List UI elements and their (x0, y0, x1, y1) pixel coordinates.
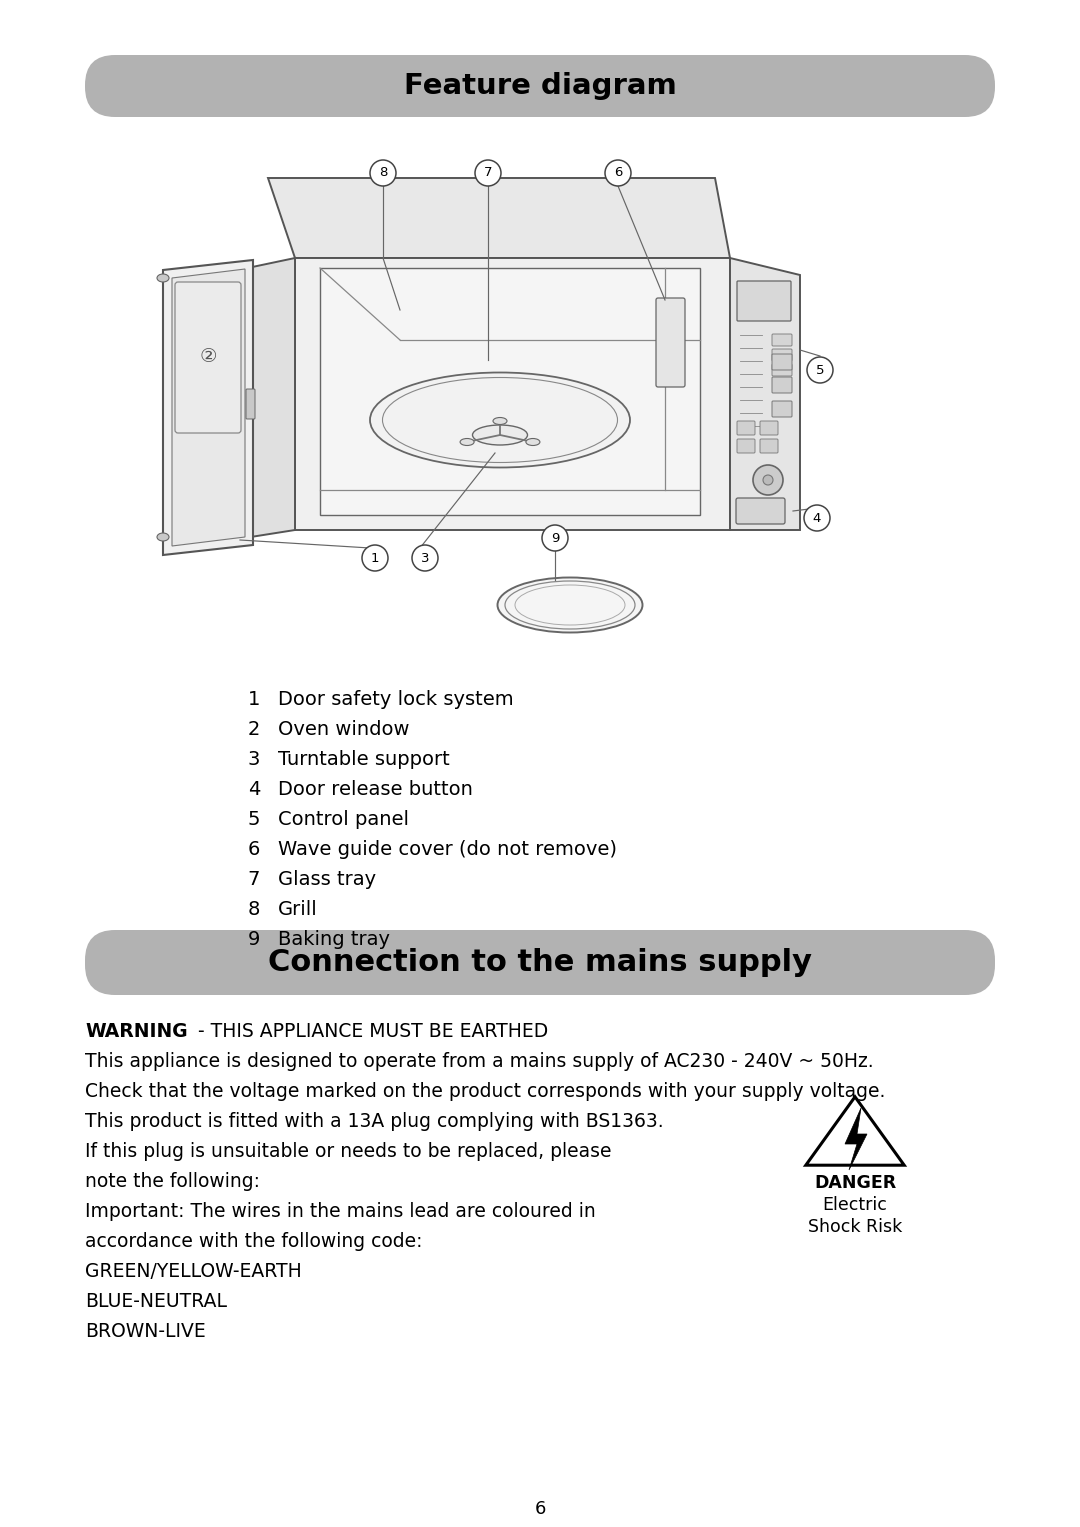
FancyBboxPatch shape (772, 334, 792, 347)
Ellipse shape (473, 425, 527, 444)
FancyBboxPatch shape (85, 930, 995, 996)
Text: 6: 6 (535, 1500, 545, 1518)
Ellipse shape (475, 160, 501, 186)
Text: This product is fitted with a 13A plug complying with BS1363.: This product is fitted with a 13A plug c… (85, 1112, 663, 1132)
FancyBboxPatch shape (772, 350, 792, 360)
FancyBboxPatch shape (246, 389, 255, 418)
Text: Important: The wires in the mains lead are coloured in: Important: The wires in the mains lead a… (85, 1202, 596, 1222)
FancyBboxPatch shape (772, 363, 792, 376)
Text: Connection to the mains supply: Connection to the mains supply (268, 948, 812, 977)
FancyBboxPatch shape (737, 438, 755, 454)
Polygon shape (806, 1096, 904, 1165)
Ellipse shape (370, 373, 630, 467)
Text: - THIS APPLIANCE MUST BE EARTHED: - THIS APPLIANCE MUST BE EARTHED (180, 1022, 549, 1041)
Text: Check that the voltage marked on the product corresponds with your supply voltag: Check that the voltage marked on the pro… (85, 1083, 886, 1101)
Text: accordance with the following code:: accordance with the following code: (85, 1232, 422, 1251)
Ellipse shape (460, 438, 474, 446)
Text: 7: 7 (484, 166, 492, 180)
Ellipse shape (492, 417, 507, 425)
Text: Shock Risk: Shock Risk (808, 1219, 902, 1235)
Text: 3: 3 (421, 551, 429, 565)
Ellipse shape (526, 438, 540, 446)
Text: 4: 4 (813, 512, 821, 524)
Polygon shape (163, 260, 253, 554)
FancyBboxPatch shape (737, 421, 755, 435)
Ellipse shape (411, 545, 438, 571)
Polygon shape (295, 258, 730, 530)
Text: note the following:: note the following: (85, 1173, 260, 1191)
Text: Baking tray: Baking tray (278, 930, 390, 948)
Text: This appliance is designed to operate from a mains supply of AC230 - 240V ~ 50Hz: This appliance is designed to operate fr… (85, 1052, 874, 1070)
Text: 3: 3 (247, 750, 260, 770)
Text: Feature diagram: Feature diagram (404, 72, 676, 99)
Polygon shape (320, 269, 700, 515)
FancyBboxPatch shape (735, 498, 785, 524)
FancyBboxPatch shape (85, 55, 995, 118)
Text: BROWN-LIVE: BROWN-LIVE (85, 1322, 206, 1341)
Text: WARNING: WARNING (85, 1022, 188, 1041)
FancyBboxPatch shape (772, 354, 792, 370)
Ellipse shape (157, 533, 168, 541)
Text: 4: 4 (247, 780, 260, 799)
Text: GREEN/YELLOW-EARTH: GREEN/YELLOW-EARTH (85, 1261, 301, 1281)
Text: Electric: Electric (823, 1196, 888, 1214)
Polygon shape (172, 269, 245, 547)
Text: 6: 6 (247, 840, 260, 860)
Text: ②: ② (199, 348, 217, 366)
Text: Door safety lock system: Door safety lock system (278, 690, 514, 709)
Polygon shape (730, 258, 800, 530)
Text: 6: 6 (613, 166, 622, 180)
Text: 5: 5 (815, 363, 824, 377)
Polygon shape (200, 258, 295, 545)
FancyBboxPatch shape (772, 402, 792, 417)
Text: Wave guide cover (do not remove): Wave guide cover (do not remove) (278, 840, 617, 860)
Polygon shape (268, 179, 730, 258)
Text: BLUE-NEUTRAL: BLUE-NEUTRAL (85, 1292, 227, 1312)
Ellipse shape (804, 505, 831, 531)
Text: DANGER: DANGER (814, 1174, 896, 1193)
Text: 5: 5 (247, 809, 260, 829)
Text: 8: 8 (379, 166, 388, 180)
Text: Turntable support: Turntable support (278, 750, 449, 770)
Ellipse shape (605, 160, 631, 186)
Text: If this plug is unsuitable or needs to be replaced, please: If this plug is unsuitable or needs to b… (85, 1142, 611, 1161)
Ellipse shape (753, 466, 783, 495)
Text: Glass tray: Glass tray (278, 870, 376, 889)
Ellipse shape (370, 160, 396, 186)
Text: 1: 1 (370, 551, 379, 565)
Ellipse shape (498, 577, 643, 632)
FancyBboxPatch shape (175, 282, 241, 434)
Ellipse shape (157, 273, 168, 282)
FancyBboxPatch shape (772, 377, 792, 392)
Polygon shape (845, 1109, 867, 1170)
FancyBboxPatch shape (737, 281, 791, 321)
Ellipse shape (542, 525, 568, 551)
Text: Grill: Grill (278, 899, 318, 919)
Ellipse shape (807, 357, 833, 383)
Text: 1: 1 (247, 690, 260, 709)
Text: Control panel: Control panel (278, 809, 409, 829)
FancyBboxPatch shape (656, 298, 685, 386)
Text: 7: 7 (247, 870, 260, 889)
FancyBboxPatch shape (760, 438, 778, 454)
Text: 9: 9 (247, 930, 260, 948)
Text: 8: 8 (247, 899, 260, 919)
Text: Oven window: Oven window (278, 721, 409, 739)
FancyBboxPatch shape (760, 421, 778, 435)
Text: Door release button: Door release button (278, 780, 473, 799)
Ellipse shape (762, 475, 773, 486)
Ellipse shape (362, 545, 388, 571)
Text: 2: 2 (247, 721, 260, 739)
Text: 9: 9 (551, 531, 559, 545)
